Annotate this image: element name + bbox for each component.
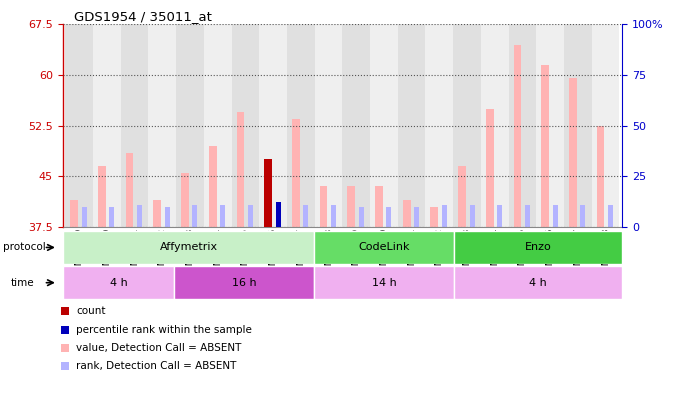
Bar (537, 24, 564, 227)
Bar (481, 24, 509, 227)
Bar (314, 231, 454, 264)
Bar (176, 24, 204, 227)
Bar (93, 24, 121, 227)
Text: CodeLink: CodeLink (358, 243, 410, 252)
Bar (513, 45, 522, 227)
Bar (320, 186, 327, 227)
Bar (454, 266, 622, 299)
Bar (265, 159, 272, 227)
Bar (259, 24, 287, 227)
Bar (204, 24, 232, 227)
Text: protocol: protocol (3, 243, 46, 252)
Bar (98, 166, 106, 227)
Bar (287, 24, 315, 227)
Bar (386, 207, 392, 227)
Text: time: time (10, 278, 34, 288)
Bar (453, 24, 481, 227)
Bar (486, 109, 494, 227)
Bar (454, 231, 622, 264)
Text: Affymetrix: Affymetrix (159, 243, 218, 252)
Bar (265, 159, 272, 227)
Bar (569, 78, 577, 227)
Bar (564, 24, 592, 227)
Bar (148, 24, 176, 227)
Text: count: count (76, 307, 105, 316)
Bar (359, 207, 364, 227)
Bar (237, 112, 244, 227)
Bar (63, 266, 175, 299)
Bar (275, 202, 281, 227)
Bar (442, 205, 447, 227)
Bar (109, 207, 114, 227)
Bar (342, 24, 370, 227)
Bar (592, 24, 619, 227)
Bar (608, 205, 613, 227)
Text: GDS1954 / 35011_at: GDS1954 / 35011_at (73, 10, 211, 23)
Bar (398, 24, 426, 227)
Bar (220, 205, 225, 227)
Text: Enzo: Enzo (525, 243, 551, 252)
Bar (137, 205, 142, 227)
Bar (347, 186, 355, 227)
Text: value, Detection Call = ABSENT: value, Detection Call = ABSENT (76, 343, 241, 353)
Bar (331, 205, 336, 227)
Text: 4 h: 4 h (529, 278, 547, 288)
Bar (315, 24, 342, 227)
Bar (370, 24, 398, 227)
Text: 14 h: 14 h (372, 278, 396, 288)
Bar (192, 205, 197, 227)
Bar (541, 65, 549, 227)
Bar (275, 205, 281, 227)
Bar (121, 24, 148, 227)
Bar (70, 200, 78, 227)
Text: rank, Detection Call = ABSENT: rank, Detection Call = ABSENT (76, 361, 237, 371)
Bar (209, 146, 217, 227)
Bar (426, 24, 453, 227)
Bar (292, 119, 300, 227)
Bar (414, 207, 419, 227)
Bar (509, 24, 537, 227)
Bar (525, 205, 530, 227)
Bar (175, 266, 314, 299)
Bar (470, 205, 475, 227)
Bar (65, 24, 93, 227)
Bar (430, 207, 438, 227)
Bar (375, 186, 383, 227)
Bar (497, 205, 503, 227)
Bar (232, 24, 259, 227)
Bar (181, 173, 189, 227)
Text: 16 h: 16 h (232, 278, 257, 288)
Bar (154, 200, 161, 227)
Bar (303, 205, 308, 227)
Bar (314, 266, 454, 299)
Bar (165, 207, 170, 227)
Bar (553, 205, 558, 227)
Bar (248, 205, 253, 227)
Bar (126, 153, 133, 227)
Text: percentile rank within the sample: percentile rank within the sample (76, 325, 252, 335)
Bar (63, 231, 314, 264)
Text: 4 h: 4 h (109, 278, 127, 288)
Bar (597, 126, 605, 227)
Bar (580, 205, 585, 227)
Bar (403, 200, 411, 227)
Bar (458, 166, 466, 227)
Bar (82, 207, 86, 227)
